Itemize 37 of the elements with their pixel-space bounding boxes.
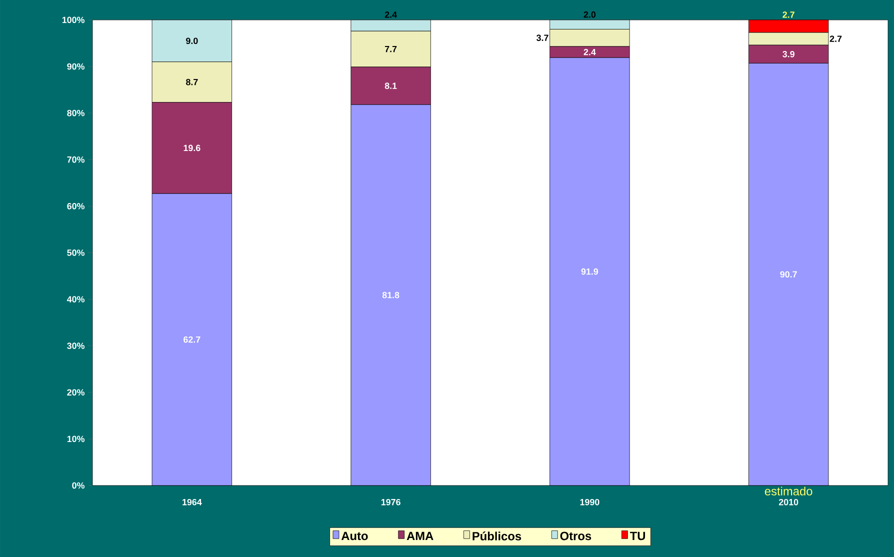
x-tick-label: 1990 [580, 498, 600, 506]
y-tick-label: 100% [62, 16, 84, 23]
data-label: 2.4 [384, 11, 397, 18]
data-label: 2.7 [782, 11, 794, 18]
x-tick-label: 1964 [182, 498, 202, 506]
data-label: 3.9 [782, 50, 794, 58]
y-tick-label: 20% [67, 389, 84, 396]
legend-label: TU [630, 532, 645, 540]
data-label: 3.7 [536, 34, 548, 41]
data-label: 9.0 [186, 38, 198, 44]
legend-label: Públicos [472, 531, 522, 540]
y-tick-label: 60% [67, 202, 84, 210]
y-tick-label: 80% [67, 110, 84, 116]
data-label: 2.7 [830, 36, 842, 42]
data-label: 8.1 [384, 82, 397, 89]
data-label: 62.7 [184, 336, 200, 343]
data-label: 7.7 [384, 46, 397, 52]
y-tick-label: 90% [67, 63, 84, 70]
y-tick-label: 50% [67, 249, 84, 256]
legend-label: Otros [560, 532, 592, 540]
legend-label: AMA [406, 532, 434, 540]
legend-label: Auto [341, 532, 368, 540]
data-label: 8.7 [186, 78, 198, 86]
data-label: 2.0 [584, 11, 596, 18]
text: estimado [764, 486, 812, 496]
y-tick-label: 40% [66, 296, 84, 302]
y-tick-label: 10% [67, 436, 84, 442]
data-label: 81.8 [382, 292, 400, 298]
y-tick-label: 30% [67, 342, 84, 349]
data-label: 2.4 [584, 48, 596, 56]
data-label: 19.6 [184, 144, 200, 152]
y-tick-label: 0% [72, 482, 84, 489]
data-label: 91.9 [581, 268, 598, 275]
y-tick-label: 70% [67, 156, 84, 163]
x-tick-label: 2010 [778, 498, 798, 506]
x-tick-label: 1976 [381, 498, 400, 506]
data-label: 90.7 [780, 271, 797, 278]
